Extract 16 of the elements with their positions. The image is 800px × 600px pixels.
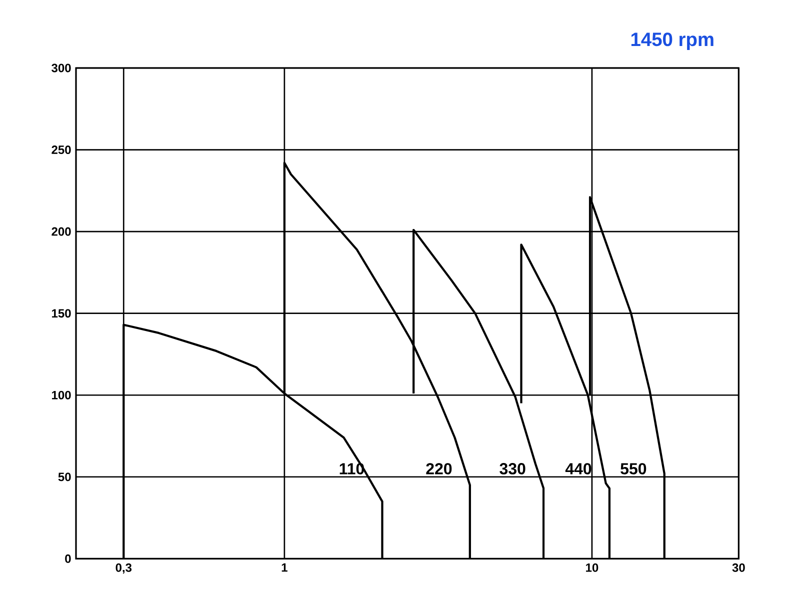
y-tick-label: 50 bbox=[58, 472, 71, 482]
y-tick-label: 100 bbox=[52, 390, 71, 400]
y-tick-label: 0 bbox=[65, 554, 71, 563]
y-tick-label: 250 bbox=[52, 146, 71, 154]
chart-title: 1450 rpm bbox=[631, 32, 714, 50]
x-tick-label: 30 bbox=[732, 563, 745, 572]
x-tick-label: 0,3 bbox=[116, 563, 132, 574]
series-label: 330 bbox=[500, 463, 526, 474]
series-label: 440 bbox=[565, 463, 592, 474]
x-tick-label: 1 bbox=[282, 563, 288, 572]
x-tick-label: 10 bbox=[586, 563, 598, 572]
y-tick-label: 150 bbox=[52, 309, 71, 318]
series-label: 220 bbox=[426, 463, 452, 474]
y-tick-label: 300 bbox=[52, 64, 71, 72]
y-tick-label: 200 bbox=[52, 227, 71, 236]
series-label: 550 bbox=[620, 463, 646, 474]
